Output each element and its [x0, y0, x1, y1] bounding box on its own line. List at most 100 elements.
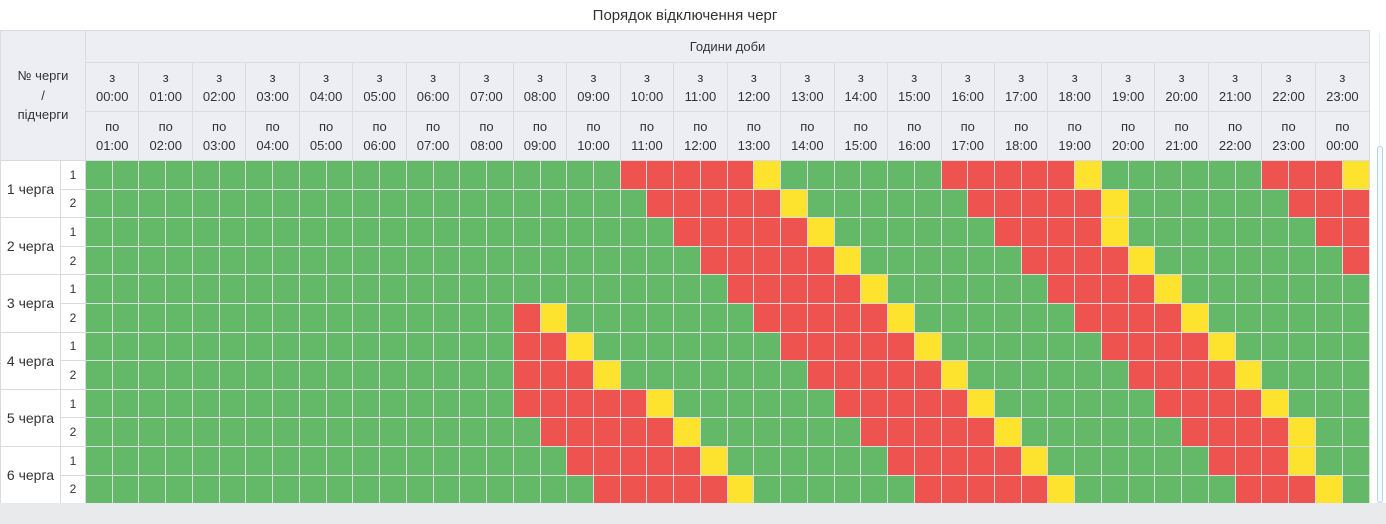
schedule-row: 5 черга 1 — [0, 388, 1371, 447]
slot-cell — [218, 417, 247, 447]
slot-cell — [191, 417, 220, 447]
slot-cell — [432, 445, 461, 476]
col-from-header: з 02:00 — [191, 62, 247, 112]
header-row-to: по 01:00 по 02:00 по 03:00 по 04:00 по 05:00 по 06:… — [1, 111, 1371, 161]
slot-cell — [566, 302, 594, 333]
slot-cell — [298, 474, 327, 505]
slot-cell — [940, 245, 969, 276]
slot-cell — [726, 445, 755, 476]
slot-cell — [539, 417, 568, 447]
slot-cell — [1154, 474, 1183, 505]
slot-cell — [646, 188, 675, 219]
slot-cell — [165, 188, 193, 219]
subqueue-label: 1 — [59, 160, 87, 190]
slot-cell — [753, 160, 782, 190]
slot-cell — [486, 417, 514, 447]
col-to-header: по 23:00 — [1261, 111, 1316, 161]
slot-cell — [1314, 388, 1343, 419]
slot-cell — [1047, 160, 1076, 190]
slot-cell — [806, 417, 835, 447]
subqueue-label: 1 — [59, 445, 87, 476]
subqueue-label: 2 — [59, 302, 87, 333]
slot-cell — [619, 302, 648, 333]
slot-cell — [887, 274, 915, 304]
slot-cell — [298, 417, 327, 447]
slot-cell — [726, 474, 755, 505]
col-to-header: по 10:00 — [566, 111, 621, 161]
subqueue-label: 1 — [59, 274, 87, 304]
slot-cell — [1074, 331, 1102, 362]
slot-cell — [1020, 245, 1049, 276]
slot-cell — [272, 388, 300, 419]
slot-cell — [459, 217, 488, 247]
slot-cell — [1100, 245, 1129, 276]
slot-cell — [1047, 474, 1076, 505]
slot-cell — [619, 388, 648, 419]
slot-cell — [833, 245, 862, 276]
slot-cell — [806, 331, 835, 362]
slot-cell — [993, 417, 1022, 447]
slot-cell — [486, 217, 514, 247]
queue-label: 5 черга — [0, 388, 61, 447]
slot-cell — [325, 217, 354, 247]
slot-cell — [111, 445, 140, 476]
slot-cell — [646, 417, 675, 447]
slot-cell — [1074, 302, 1102, 333]
slot-cell — [619, 474, 648, 505]
slot-cell — [913, 274, 942, 304]
slot-cell — [1127, 388, 1156, 419]
col-from-header: з 07:00 — [459, 62, 514, 112]
slot-cell — [592, 245, 621, 276]
slot-cell — [887, 217, 915, 247]
slot-cell — [1234, 474, 1263, 505]
slot-cell — [967, 245, 995, 276]
slot-cell — [352, 160, 381, 190]
slot-cell — [325, 417, 354, 447]
slot-cell — [1234, 388, 1263, 419]
slot-cell — [646, 160, 675, 190]
slot-cell — [325, 360, 354, 390]
slot-cell — [1020, 302, 1049, 333]
page-title: Порядок відключення черг — [592, 6, 778, 24]
slot-cell — [887, 160, 915, 190]
slot-cell — [1234, 217, 1263, 247]
header-row-day[interactable]: № черги / підчерги Години доби — [0, 30, 1370, 161]
slot-cell — [272, 188, 300, 219]
slot-cell — [432, 302, 461, 333]
slot-cell — [459, 445, 488, 476]
slot-cell — [111, 188, 140, 219]
schedule-row: 2 черга 1 — [0, 217, 1371, 276]
slot-cell — [1127, 302, 1156, 333]
slot-cell — [619, 160, 648, 190]
slot-cell — [218, 445, 247, 476]
slot-cell — [753, 217, 782, 247]
slot-cell — [1314, 302, 1343, 333]
slot-cell — [298, 188, 327, 219]
slot-cell — [486, 445, 514, 476]
slot-cell — [619, 417, 648, 447]
slot-cell — [191, 245, 220, 276]
col-to-header: по 04:00 — [245, 111, 300, 161]
slot-cell — [887, 331, 915, 362]
slot-cell — [860, 160, 889, 190]
slot-cell — [165, 274, 193, 304]
slot-cell — [191, 217, 220, 247]
slot-cell — [592, 274, 621, 304]
slot-cell — [699, 245, 728, 276]
slot-cell — [379, 160, 407, 190]
slot-cell — [512, 331, 541, 362]
slot-cell — [405, 245, 434, 276]
slot-cell — [512, 474, 541, 505]
slot-cell — [405, 388, 434, 419]
slot-cell — [165, 302, 193, 333]
col-from-header: з 00:00 — [85, 62, 140, 112]
schedule-row: 1 черга 1 — [0, 159, 1371, 219]
slot-cell — [1341, 388, 1371, 419]
slot-cell — [539, 474, 568, 505]
slot-cell — [806, 217, 835, 247]
scrollbar-thumb[interactable] — [1377, 146, 1383, 503]
slot-cell — [780, 274, 808, 304]
slot-cell — [699, 360, 728, 390]
slot-cell — [1207, 160, 1236, 190]
slot-cell — [887, 245, 915, 276]
